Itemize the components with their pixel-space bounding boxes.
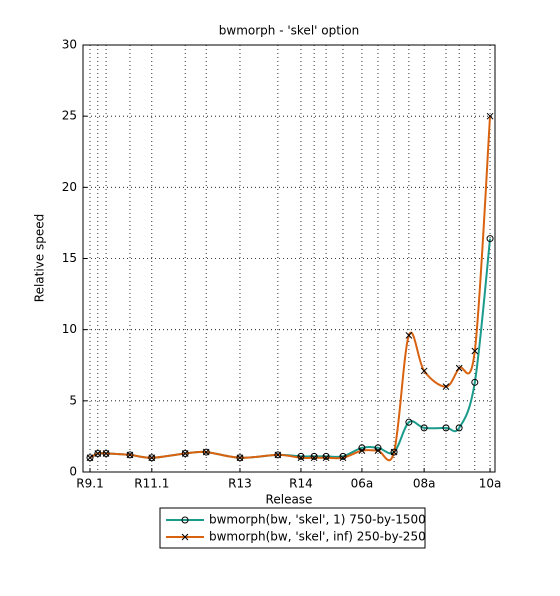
marker bbox=[86, 454, 94, 462]
marker bbox=[126, 451, 134, 459]
marker bbox=[390, 448, 398, 456]
x-tick-label: 10a bbox=[479, 477, 502, 491]
legend-label: bwmorph(bw, 'skel', inf) 250-by-250 bbox=[209, 530, 426, 544]
marker bbox=[322, 452, 330, 460]
marker bbox=[420, 424, 428, 432]
legend-box bbox=[159, 507, 426, 549]
marker bbox=[455, 424, 463, 432]
marker bbox=[486, 235, 494, 243]
marker bbox=[274, 451, 282, 459]
plot-frame bbox=[82, 44, 496, 473]
chart-title: bwmorph - 'skel' option bbox=[219, 24, 359, 38]
marker bbox=[202, 448, 210, 456]
marker bbox=[420, 367, 428, 375]
y-axis-label: Relative speed bbox=[33, 214, 47, 302]
marker bbox=[181, 516, 189, 524]
y-tick-label: 10 bbox=[62, 322, 77, 336]
x-tick-label: R11.1 bbox=[134, 477, 169, 491]
y-tick-label: 30 bbox=[62, 38, 77, 52]
marker bbox=[236, 454, 244, 462]
marker bbox=[486, 112, 494, 120]
y-tick-label: 15 bbox=[62, 251, 77, 265]
marker bbox=[181, 450, 189, 457]
marker bbox=[405, 332, 413, 339]
marker bbox=[102, 450, 110, 457]
marker bbox=[471, 347, 479, 355]
marker bbox=[148, 454, 156, 462]
x-tick-label: 06a bbox=[351, 477, 374, 491]
legend: bwmorph(bw, 'skel', 1) 750-by-1500 bwmorp… bbox=[159, 507, 426, 549]
marker bbox=[86, 454, 94, 462]
marker bbox=[102, 449, 110, 457]
x-tick-label: 08a bbox=[413, 477, 436, 491]
marker bbox=[310, 452, 318, 460]
marker bbox=[442, 383, 450, 390]
marker bbox=[94, 450, 102, 457]
marker bbox=[274, 451, 282, 459]
marker bbox=[405, 418, 413, 426]
marker bbox=[181, 449, 189, 457]
marker bbox=[471, 378, 479, 386]
y-tick-label: 0 bbox=[69, 465, 77, 479]
marker bbox=[374, 447, 382, 455]
marker bbox=[297, 454, 305, 462]
marker bbox=[390, 448, 398, 456]
marker bbox=[455, 364, 463, 372]
marker bbox=[339, 454, 347, 462]
series-line bbox=[89, 116, 492, 462]
marker bbox=[322, 454, 330, 462]
x-tick-label: R9.1 bbox=[76, 477, 103, 491]
marker bbox=[236, 454, 244, 462]
marker bbox=[94, 449, 102, 457]
y-tick-label: 5 bbox=[69, 393, 77, 407]
marker bbox=[148, 454, 156, 462]
marker bbox=[202, 448, 210, 456]
marker bbox=[358, 447, 366, 455]
x-tick-label: R13 bbox=[228, 477, 252, 491]
x-axis-label: Release bbox=[266, 493, 313, 507]
marker bbox=[126, 451, 134, 459]
legend-label: bwmorph(bw, 'skel', 1) 750-by-1500 bbox=[209, 513, 426, 527]
marker bbox=[297, 452, 305, 460]
marker bbox=[442, 424, 450, 432]
y-tick-label: 25 bbox=[62, 109, 77, 123]
marker bbox=[310, 454, 318, 462]
y-tick-label: 20 bbox=[62, 180, 77, 194]
x-tick-label: R14 bbox=[289, 477, 313, 491]
marker bbox=[181, 533, 189, 541]
marker bbox=[339, 452, 347, 460]
